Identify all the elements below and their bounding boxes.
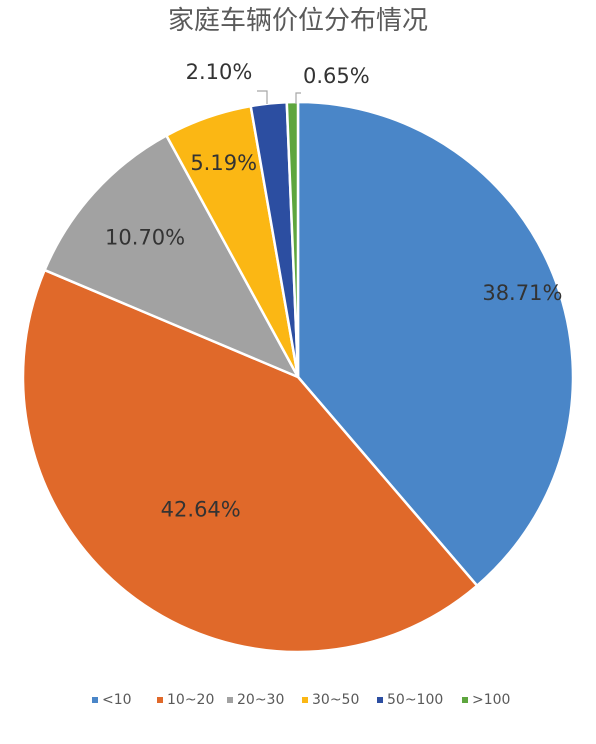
legend-item-10-20: 10~20 (157, 692, 214, 708)
leader-line-gt100 (295, 92, 301, 104)
data-label-lt10: 38.71% (482, 281, 562, 305)
legend: <10 10~20 20~30 30~50 50~100 >100 (92, 692, 510, 708)
legend-label-20-30: 20~30 (237, 692, 284, 708)
pie-slice-20-30 (43, 134, 300, 379)
legend-item-30-50: 30~50 (302, 692, 359, 708)
legend-swatch-30-50 (302, 697, 308, 703)
pie-slice-10-20 (21, 268, 479, 654)
legend-label-30-50: 30~50 (312, 692, 359, 708)
leader-lines (257, 90, 301, 104)
legend-swatch-lt10 (92, 697, 98, 703)
legend-swatch-20-30 (227, 697, 233, 703)
legend-swatch-gt100 (462, 697, 468, 703)
legend-item-20-30: 20~30 (227, 692, 284, 708)
legend-label-gt100: >100 (472, 692, 510, 708)
leader-line-50-100 (257, 90, 268, 104)
legend-label-50-100: 50~100 (387, 692, 443, 708)
pie-slices (21, 100, 575, 654)
data-label-10-20: 42.64% (161, 497, 241, 521)
data-label-30-50: 5.19% (190, 151, 257, 175)
legend-label-lt10: <10 (102, 692, 132, 708)
legend-item-lt10: <10 (92, 692, 132, 708)
chart-title: 家庭车辆价位分布情况 (168, 6, 428, 36)
legend-swatch-50-100 (377, 697, 383, 703)
data-label-50-100: 2.10% (186, 60, 253, 84)
legend-item-50-100: 50~100 (377, 692, 443, 708)
legend-item-gt100: >100 (462, 692, 510, 708)
pie-slice-gt100 (285, 100, 300, 379)
pie-slice-lt10 (296, 100, 575, 587)
data-label-gt100: 0.65% (303, 64, 370, 88)
legend-label-10-20: 10~20 (167, 692, 214, 708)
legend-swatch-10-20 (157, 697, 163, 703)
data-label-20-30: 10.70% (105, 226, 185, 250)
data-labels: 38.71% 42.64% 10.70% 5.19% 2.10% 0.65% (105, 60, 562, 521)
